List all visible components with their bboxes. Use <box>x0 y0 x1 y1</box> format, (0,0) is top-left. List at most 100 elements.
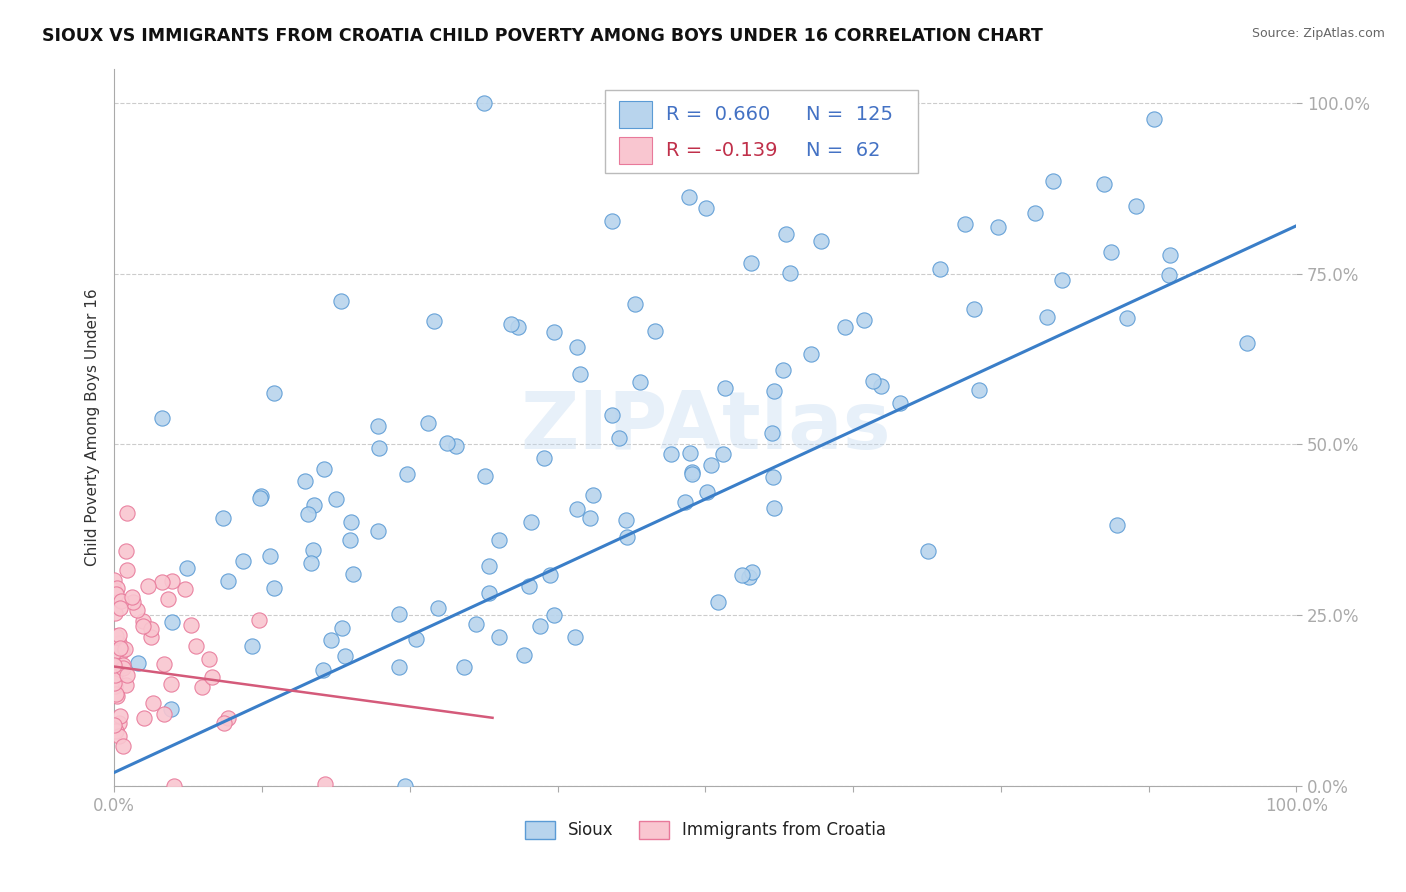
Point <box>111 661 134 675</box>
Point <box>444 439 467 453</box>
Point <box>105 724 128 739</box>
Point <box>862 374 884 388</box>
Point <box>142 696 165 710</box>
Point <box>834 320 856 334</box>
Point <box>115 506 138 520</box>
Point <box>772 363 794 377</box>
Point <box>103 574 125 588</box>
Point <box>115 543 138 558</box>
Point <box>111 658 134 673</box>
Point <box>263 581 285 595</box>
Point <box>110 601 132 615</box>
Point <box>678 190 700 204</box>
Text: N =  125: N = 125 <box>806 105 893 124</box>
Point <box>342 567 364 582</box>
Point <box>299 556 322 570</box>
Point <box>1142 112 1164 127</box>
Point <box>104 587 127 601</box>
Point <box>108 716 131 731</box>
Point <box>488 630 510 644</box>
Point <box>107 636 129 650</box>
FancyBboxPatch shape <box>605 90 918 172</box>
Point <box>127 656 149 670</box>
Point <box>112 739 135 754</box>
Point <box>153 706 176 721</box>
Point <box>423 313 446 327</box>
Point <box>104 607 127 621</box>
Point <box>191 681 214 695</box>
Point <box>852 312 875 326</box>
Point <box>986 220 1008 235</box>
Point <box>761 426 783 441</box>
Point <box>1099 245 1122 260</box>
Point <box>108 709 131 723</box>
Point <box>247 613 270 627</box>
Point <box>368 441 391 455</box>
Point <box>600 213 623 227</box>
Point <box>453 660 475 674</box>
Point <box>184 639 207 653</box>
Point <box>962 301 984 316</box>
Point <box>1157 268 1180 282</box>
Point <box>180 617 202 632</box>
Point <box>529 619 551 633</box>
Point <box>700 458 723 472</box>
Point <box>478 559 501 574</box>
Point <box>754 158 776 172</box>
Point <box>115 677 138 691</box>
Point <box>232 554 254 568</box>
Point <box>330 621 353 635</box>
Point <box>136 579 159 593</box>
Point <box>139 622 162 636</box>
Bar <box>619 101 652 128</box>
Point <box>104 687 127 701</box>
Point <box>427 600 450 615</box>
Point <box>150 411 173 425</box>
Point <box>160 574 183 589</box>
Point <box>395 467 418 481</box>
Point <box>132 711 155 725</box>
Point <box>1125 199 1147 213</box>
Point <box>367 419 389 434</box>
Point <box>107 729 129 743</box>
Point <box>340 516 363 530</box>
Point <box>474 469 496 483</box>
Point <box>150 575 173 590</box>
Point <box>543 608 565 623</box>
Point <box>967 383 990 397</box>
Point <box>104 679 127 693</box>
Point <box>405 632 427 647</box>
Point <box>731 568 754 582</box>
Point <box>217 574 239 588</box>
Text: SIOUX VS IMMIGRANTS FROM CROATIA CHILD POVERTY AMONG BOYS UNDER 16 CORRELATION C: SIOUX VS IMMIGRANTS FROM CROATIA CHILD P… <box>42 27 1043 45</box>
Point <box>121 595 143 609</box>
Point <box>114 642 136 657</box>
Point <box>761 470 783 484</box>
Point <box>565 501 588 516</box>
Point <box>616 531 638 545</box>
Point <box>740 256 762 270</box>
Point <box>132 619 155 633</box>
Point <box>1035 310 1057 325</box>
Point <box>388 660 411 674</box>
Point <box>153 657 176 671</box>
Point <box>160 677 183 691</box>
Point <box>1107 517 1129 532</box>
Point <box>644 324 666 338</box>
Point <box>159 702 181 716</box>
Point <box>103 717 125 731</box>
Point <box>614 513 637 527</box>
Point <box>117 667 139 681</box>
Point <box>108 641 131 656</box>
Point <box>917 543 939 558</box>
Y-axis label: Child Poverty Among Boys Under 16: Child Poverty Among Boys Under 16 <box>86 288 100 566</box>
Point <box>1042 174 1064 188</box>
Point <box>388 607 411 621</box>
Point <box>103 676 125 690</box>
Point <box>249 491 271 506</box>
Point <box>538 568 561 582</box>
Point <box>302 543 325 558</box>
Point <box>564 630 586 644</box>
Point <box>176 561 198 575</box>
Point <box>103 645 125 659</box>
